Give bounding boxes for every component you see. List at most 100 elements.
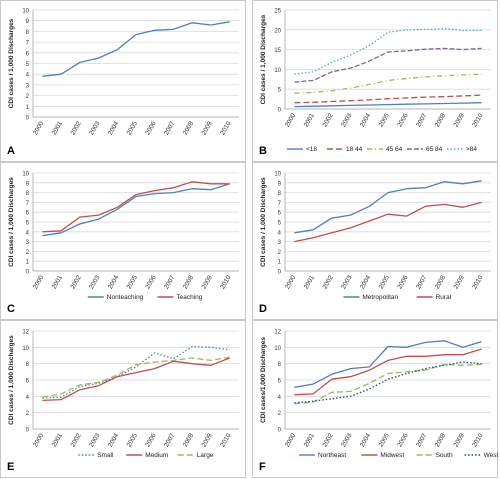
legend-label-b-4: >84 [466, 146, 477, 153]
y-tick-label-a-5: 5 [26, 62, 30, 68]
y-tick-label-f-6: 12 [274, 330, 281, 336]
x-tick-label-b-0: 2000 [284, 112, 297, 128]
legend-label-f-1: Midwest [380, 452, 404, 459]
panel-label-b: B [259, 145, 267, 157]
legend-label-f-0: Northeast [318, 452, 346, 459]
y-tick-label-f-5: 10 [274, 346, 281, 352]
x-tick-label-e-8: 2008 [182, 432, 195, 448]
y-tick-label-c-2: 2 [26, 250, 30, 256]
y-axis-label-d: CDI cases / 1,000 Discharges [260, 177, 267, 267]
legend-label-b-1: 18 44 [346, 146, 363, 153]
x-tick-label-e-1: 2001 [51, 432, 64, 448]
x-tick-label-d-5: 2005 [378, 274, 391, 290]
x-tick-label-b-1: 2001 [303, 112, 316, 128]
y-tick-label-f-2: 4 [278, 395, 282, 401]
legend-label-c-0: Nonteaching [107, 294, 144, 301]
series-line-e-0 [42, 345, 230, 399]
y-tick-label-b-5: 25 [274, 9, 281, 15]
y-tick-label-c-0: 0 [26, 270, 30, 276]
x-tick-label-e-9: 2009 [201, 432, 214, 448]
legend-label-e-0: Small [97, 452, 114, 459]
series-line-a-0 [42, 21, 230, 77]
series-line-e-1 [42, 357, 230, 402]
x-tick-label-d-3: 2003 [340, 274, 353, 290]
panel-f: 0 2 4 6 8 10 12 2000 2001 2002 2003 2004 2005 2006 200… [252, 320, 498, 478]
y-tick-label-d-6: 6 [278, 211, 282, 217]
x-tick-label-f-6: 2006 [396, 432, 409, 448]
x-tick-label-c-0: 2000 [32, 274, 45, 290]
series-line-d-0 [294, 180, 482, 234]
x-tick-label-e-5: 2005 [126, 432, 139, 448]
y-tick-label-c-1: 1 [26, 260, 30, 266]
y-tick-label-a-4: 4 [26, 73, 30, 79]
y-tick-label-a-9: 9 [26, 19, 30, 25]
x-tick-label-c-3: 2003 [88, 274, 101, 290]
legend-label-c-1: Teaching [176, 294, 202, 301]
y-tick-label-d-1: 1 [278, 260, 282, 266]
x-tick-label-c-8: 2008 [182, 274, 195, 290]
x-tick-label-c-1: 2001 [51, 274, 64, 290]
panel-label-c: C [7, 303, 15, 315]
x-tick-label-d-10: 2010 [471, 274, 484, 290]
series-line-b-0 [294, 102, 482, 108]
legend-label-b-3: 65 84 [426, 146, 443, 153]
series-line-f-0 [294, 340, 482, 388]
y-tick-label-d-3: 3 [278, 240, 282, 246]
x-tick-label-e-10: 2010 [219, 432, 232, 448]
panel-label-e: E [7, 461, 15, 473]
x-tick-label-e-7: 2007 [163, 432, 176, 448]
x-tick-label-a-5: 2005 [126, 120, 139, 136]
y-tick-label-c-9: 9 [26, 181, 30, 187]
x-tick-label-d-0: 2000 [284, 274, 297, 290]
x-tick-label-b-4: 2004 [359, 112, 372, 128]
x-tick-label-b-3: 2003 [340, 112, 353, 128]
y-tick-label-a-1: 1 [26, 105, 30, 111]
y-tick-label-d-9: 9 [278, 181, 282, 187]
x-tick-label-b-9: 2009 [453, 112, 466, 128]
x-tick-label-f-1: 2001 [303, 432, 316, 448]
series-line-b-4 [294, 27, 482, 75]
y-tick-label-d-8: 8 [278, 191, 282, 197]
x-tick-label-f-10: 2010 [471, 432, 484, 448]
y-tick-label-d-10: 10 [274, 172, 281, 178]
panel-label-a: A [7, 145, 15, 157]
y-tick-label-d-4: 4 [278, 230, 282, 236]
chart-c: 0 1 2 3 4 5 6 7 8 9 10 2000 2001 2002 2003 2004 2005 2006… [8, 172, 239, 301]
chart-b: 0 5 10 15 20 25 2000 2001 2002 2003 2004 2005 2006 20… [260, 9, 491, 153]
y-tick-label-e-6: 12 [22, 330, 29, 336]
x-tick-label-c-9: 2009 [201, 274, 214, 290]
y-tick-label-a-8: 8 [26, 30, 30, 36]
x-tick-label-e-0: 2000 [32, 432, 45, 448]
x-tick-label-c-6: 2006 [144, 274, 157, 290]
chart-e: 0 2 4 6 8 10 12 2000 2001 2002 2003 2004 2005 2006 200… [8, 330, 239, 459]
x-tick-label-d-4: 2004 [359, 274, 372, 290]
legend-label-f-2: South [436, 452, 453, 459]
chart-a: 0 1 2 3 4 5 6 7 8 9 10 2000 2001 2002 2003 2004 2005 2006… [8, 9, 239, 136]
x-tick-label-d-2: 2002 [321, 274, 334, 290]
chart-d: 0 1 2 3 4 5 6 7 8 9 10 2000 2001 2002 2003 2004 2005 2006… [260, 172, 491, 301]
y-tick-label-c-10: 10 [22, 172, 29, 178]
y-tick-label-c-3: 3 [26, 240, 30, 246]
x-tick-label-f-2: 2002 [321, 432, 334, 448]
x-tick-label-c-5: 2005 [126, 274, 139, 290]
panel-a: 0 1 2 3 4 5 6 7 8 9 10 2000 2001 2002 2003 2004 2005 2006… [0, 0, 246, 162]
y-tick-label-b-1: 5 [278, 88, 282, 94]
x-tick-label-d-1: 2001 [303, 274, 316, 290]
x-tick-label-d-7: 2007 [415, 274, 428, 290]
series-line-b-1 [294, 94, 482, 104]
y-tick-label-f-0: 0 [278, 428, 282, 434]
x-tick-label-b-5: 2005 [378, 112, 391, 128]
x-tick-label-a-8: 2008 [182, 120, 195, 136]
y-tick-label-e-0: 0 [26, 428, 30, 434]
x-tick-label-f-7: 2007 [415, 432, 428, 448]
y-axis-label-f: CDI cases/1,000 Discharges [260, 337, 267, 423]
x-tick-label-f-5: 2005 [378, 432, 391, 448]
y-axis-label-b: CDI cases / 1,000 Discharges [260, 14, 267, 104]
y-tick-label-e-2: 4 [26, 395, 30, 401]
x-tick-label-a-2: 2002 [69, 120, 82, 136]
series-line-c-1 [42, 181, 230, 233]
series-line-b-3 [294, 47, 482, 83]
series-line-e-2 [42, 356, 230, 398]
x-tick-label-b-6: 2006 [396, 112, 409, 128]
x-tick-label-d-9: 2009 [453, 274, 466, 290]
